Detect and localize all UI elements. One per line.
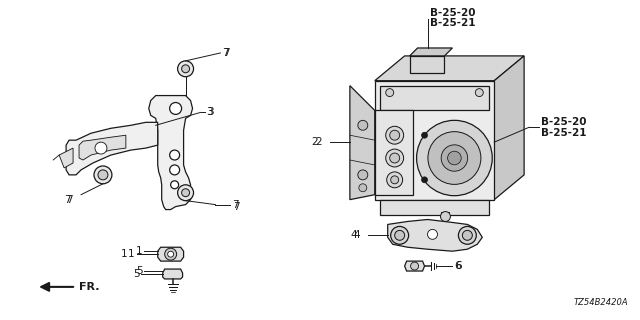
Text: 1: 1 (128, 249, 135, 259)
Circle shape (386, 89, 394, 97)
Polygon shape (375, 56, 524, 81)
Circle shape (386, 126, 404, 144)
Polygon shape (410, 48, 452, 56)
Circle shape (387, 172, 403, 188)
Text: 7: 7 (232, 200, 239, 210)
Text: TZ54B2420A: TZ54B2420A (574, 298, 628, 307)
Circle shape (359, 184, 367, 192)
Polygon shape (148, 96, 193, 210)
Text: 5: 5 (136, 266, 143, 276)
Circle shape (428, 132, 481, 184)
Text: 4: 4 (353, 230, 360, 240)
Text: B-25-20: B-25-20 (429, 8, 475, 18)
Circle shape (386, 149, 404, 167)
Polygon shape (163, 269, 182, 279)
Polygon shape (388, 220, 483, 251)
Text: 6: 6 (456, 261, 462, 271)
Circle shape (170, 150, 180, 160)
Text: B-25-21: B-25-21 (429, 18, 475, 28)
Text: 4: 4 (350, 230, 357, 240)
Text: 7: 7 (234, 202, 240, 212)
Text: 1: 1 (136, 246, 143, 256)
Polygon shape (404, 261, 424, 271)
Circle shape (94, 166, 112, 184)
Circle shape (358, 170, 368, 180)
Circle shape (182, 189, 189, 197)
Circle shape (422, 177, 428, 183)
Text: 6: 6 (454, 261, 461, 271)
Polygon shape (59, 148, 73, 168)
Text: 3: 3 (207, 108, 213, 117)
Circle shape (441, 145, 468, 171)
Circle shape (390, 130, 399, 140)
Circle shape (170, 165, 180, 175)
Circle shape (182, 65, 189, 73)
Text: 2: 2 (316, 137, 322, 147)
Circle shape (170, 102, 182, 114)
Circle shape (447, 151, 461, 165)
Circle shape (390, 176, 399, 184)
Text: 7: 7 (223, 48, 229, 58)
Text: 5: 5 (133, 269, 140, 279)
Polygon shape (66, 122, 157, 175)
Circle shape (411, 262, 419, 270)
Circle shape (95, 142, 107, 154)
Polygon shape (157, 247, 184, 261)
Circle shape (395, 230, 404, 240)
Text: 2: 2 (312, 137, 318, 147)
Circle shape (171, 181, 179, 189)
Polygon shape (380, 200, 489, 214)
Polygon shape (350, 86, 375, 200)
Circle shape (178, 61, 193, 77)
Circle shape (98, 170, 108, 180)
Circle shape (458, 227, 476, 244)
Text: 7: 7 (64, 195, 71, 205)
Text: 7: 7 (223, 48, 230, 58)
Text: B-25-21: B-25-21 (541, 128, 586, 138)
Circle shape (440, 212, 451, 221)
Circle shape (178, 185, 193, 201)
Circle shape (168, 251, 173, 257)
Circle shape (428, 229, 438, 239)
Circle shape (417, 120, 492, 196)
Circle shape (462, 230, 472, 240)
Polygon shape (375, 110, 413, 195)
Circle shape (422, 132, 428, 138)
Circle shape (390, 227, 408, 244)
Circle shape (164, 248, 177, 260)
Text: 3: 3 (207, 108, 214, 117)
Polygon shape (375, 81, 494, 200)
Polygon shape (494, 56, 524, 200)
Text: 7: 7 (66, 195, 73, 205)
Polygon shape (410, 56, 444, 73)
Text: B-25-20: B-25-20 (541, 117, 586, 127)
Polygon shape (79, 135, 126, 160)
Text: FR.: FR. (79, 282, 100, 292)
Circle shape (358, 120, 368, 130)
Text: 1: 1 (121, 249, 128, 259)
Polygon shape (380, 86, 489, 110)
Circle shape (390, 153, 399, 163)
Circle shape (476, 89, 483, 97)
